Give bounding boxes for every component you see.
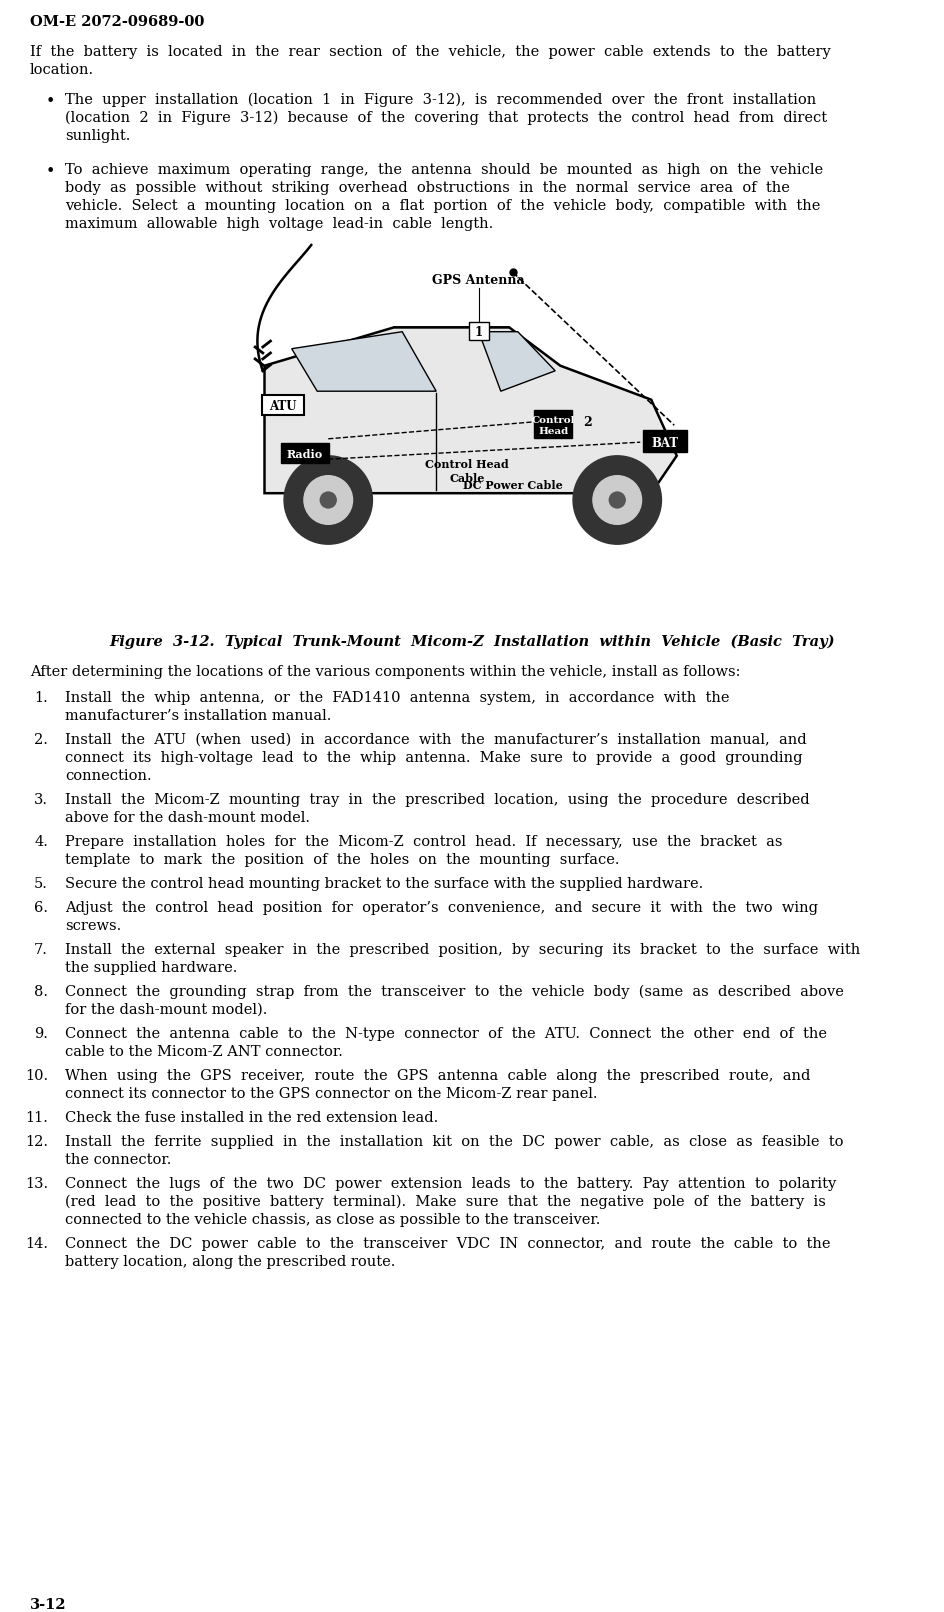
Text: ATU: ATU xyxy=(268,400,295,413)
Text: (red  lead  to  the  positive  battery  terminal).  Make  sure  that  the  negat: (red lead to the positive battery termin… xyxy=(65,1194,825,1209)
Text: 10.: 10. xyxy=(25,1069,48,1083)
Text: Connect  the  antenna  cable  to  the  N-type  connector  of  the  ATU.  Connect: Connect the antenna cable to the N-type … xyxy=(65,1027,826,1041)
Text: 12.: 12. xyxy=(25,1135,48,1149)
Polygon shape xyxy=(292,332,436,392)
Text: Control Head
Cable: Control Head Cable xyxy=(425,459,508,484)
Text: 6.: 6. xyxy=(34,901,48,916)
Text: 1.: 1. xyxy=(34,692,48,704)
FancyBboxPatch shape xyxy=(280,443,329,463)
Text: sunlight.: sunlight. xyxy=(65,129,130,143)
Text: Adjust  the  control  head  position  for  operator’s  convenience,  and  secure: Adjust the control head position for ope… xyxy=(65,901,818,916)
Text: OM-E 2072-09689-00: OM-E 2072-09689-00 xyxy=(30,15,204,29)
FancyBboxPatch shape xyxy=(261,395,303,414)
Text: Connect  the  grounding  strap  from  the  transceiver  to  the  vehicle  body  : Connect the grounding strap from the tra… xyxy=(65,985,843,999)
Text: 2.: 2. xyxy=(34,733,48,746)
Circle shape xyxy=(572,456,661,545)
Text: 3.: 3. xyxy=(34,793,48,808)
Text: 3-12: 3-12 xyxy=(30,1597,67,1612)
Text: BAT: BAT xyxy=(651,437,678,450)
Text: Install  the  whip  antenna,  or  the  FAD1410  antenna  system,  in  accordance: Install the whip antenna, or the FAD1410… xyxy=(65,692,729,704)
Text: Install  the  Micom-Z  mounting  tray  in  the  prescribed  location,  using  th: Install the Micom-Z mounting tray in the… xyxy=(65,793,809,808)
Text: above for the dash-mount model.: above for the dash-mount model. xyxy=(65,811,310,825)
Circle shape xyxy=(592,476,641,524)
Text: vehicle.  Select  a  mounting  location  on  a  flat  portion  of  the  vehicle : vehicle. Select a mounting location on a… xyxy=(65,198,819,213)
Text: battery location, along the prescribed route.: battery location, along the prescribed r… xyxy=(65,1256,395,1269)
Text: location.: location. xyxy=(30,63,94,77)
Text: 14.: 14. xyxy=(25,1236,48,1251)
Text: To  achieve  maximum  operating  range,  the  antenna  should  be  mounted  as  : To achieve maximum operating range, the … xyxy=(65,163,822,177)
Text: DC Power Cable: DC Power Cable xyxy=(463,480,562,490)
Circle shape xyxy=(284,456,372,545)
Text: for the dash-mount model).: for the dash-mount model). xyxy=(65,1003,267,1017)
Text: The  upper  installation  (location  1  in  Figure  3-12),  is  recommended  ove: The upper installation (location 1 in Fi… xyxy=(65,93,816,108)
Text: connect its connector to the GPS connector on the Micom-Z rear panel.: connect its connector to the GPS connect… xyxy=(65,1086,597,1101)
Text: 5.: 5. xyxy=(34,877,48,891)
Text: Check the fuse installed in the red extension lead.: Check the fuse installed in the red exte… xyxy=(65,1111,438,1125)
Circle shape xyxy=(304,476,352,524)
Text: Figure  3-12.  Typical  Trunk-Mount  Micom-Z  Installation  within  Vehicle  (Ba: Figure 3-12. Typical Trunk-Mount Micom-Z… xyxy=(110,635,834,650)
Polygon shape xyxy=(264,327,676,493)
Text: •: • xyxy=(46,93,56,110)
Text: Install  the  ATU  (when  used)  in  accordance  with  the  manufacturer’s  inst: Install the ATU (when used) in accordanc… xyxy=(65,733,806,746)
Text: connection.: connection. xyxy=(65,769,151,783)
Text: connect  its  high-voltage  lead  to  the  whip  antenna.  Make  sure  to  provi: connect its high-voltage lead to the whi… xyxy=(65,751,801,766)
Circle shape xyxy=(609,492,625,508)
Text: Secure the control head mounting bracket to the surface with the supplied hardwa: Secure the control head mounting bracket… xyxy=(65,877,702,891)
Text: 2: 2 xyxy=(582,416,591,429)
Text: the connector.: the connector. xyxy=(65,1153,171,1167)
Text: 8.: 8. xyxy=(34,985,48,999)
Text: manufacturer’s installation manual.: manufacturer’s installation manual. xyxy=(65,709,331,724)
Text: 11.: 11. xyxy=(25,1111,48,1125)
Text: the supplied hardware.: the supplied hardware. xyxy=(65,961,237,975)
Text: connected to the vehicle chassis, as close as possible to the transceiver.: connected to the vehicle chassis, as clo… xyxy=(65,1212,599,1227)
Text: Connect  the  DC  power  cable  to  the  transceiver  VDC  IN  connector,  and  : Connect the DC power cable to the transc… xyxy=(65,1236,830,1251)
Text: 7.: 7. xyxy=(34,943,48,958)
Text: Radio: Radio xyxy=(286,448,323,459)
Text: Install  the  external  speaker  in  the  prescribed  position,  by  securing  i: Install the external speaker in the pres… xyxy=(65,943,859,958)
Text: screws.: screws. xyxy=(65,919,121,933)
FancyBboxPatch shape xyxy=(643,430,686,453)
Text: Control
Head: Control Head xyxy=(531,416,574,437)
FancyBboxPatch shape xyxy=(468,322,488,340)
Text: Prepare  installation  holes  for  the  Micom-Z  control  head.  If  necessary, : Prepare installation holes for the Micom… xyxy=(65,835,782,850)
Text: When  using  the  GPS  receiver,  route  the  GPS  antenna  cable  along  the  p: When using the GPS receiver, route the G… xyxy=(65,1069,810,1083)
Text: 9.: 9. xyxy=(34,1027,48,1041)
Text: •: • xyxy=(46,163,56,181)
Text: If  the  battery  is  located  in  the  rear  section  of  the  vehicle,  the  p: If the battery is located in the rear se… xyxy=(30,45,830,60)
Text: Install  the  ferrite  supplied  in  the  installation  kit  on  the  DC  power : Install the ferrite supplied in the inst… xyxy=(65,1135,843,1149)
Text: cable to the Micom-Z ANT connector.: cable to the Micom-Z ANT connector. xyxy=(65,1045,343,1059)
Text: (location  2  in  Figure  3-12)  because  of  the  covering  that  protects  the: (location 2 in Figure 3-12) because of t… xyxy=(65,111,826,126)
Text: After determining the locations of the various components within the vehicle, in: After determining the locations of the v… xyxy=(30,666,740,679)
Text: 13.: 13. xyxy=(25,1177,48,1191)
Text: body  as  possible  without  striking  overhead  obstructions  in  the  normal  : body as possible without striking overhe… xyxy=(65,181,789,195)
Text: 4.: 4. xyxy=(34,835,48,850)
Text: template  to  mark  the  position  of  the  holes  on  the  mounting  surface.: template to mark the position of the hol… xyxy=(65,853,619,867)
Text: Connect  the  lugs  of  the  two  DC  power  extension  leads  to  the  battery.: Connect the lugs of the two DC power ext… xyxy=(65,1177,835,1191)
Text: GPS Antenna: GPS Antenna xyxy=(432,274,525,287)
Circle shape xyxy=(320,492,336,508)
Text: maximum  allowable  high  voltage  lead-in  cable  length.: maximum allowable high voltage lead-in c… xyxy=(65,218,493,231)
FancyBboxPatch shape xyxy=(533,409,572,438)
Polygon shape xyxy=(479,332,555,392)
Text: 1: 1 xyxy=(474,326,482,339)
